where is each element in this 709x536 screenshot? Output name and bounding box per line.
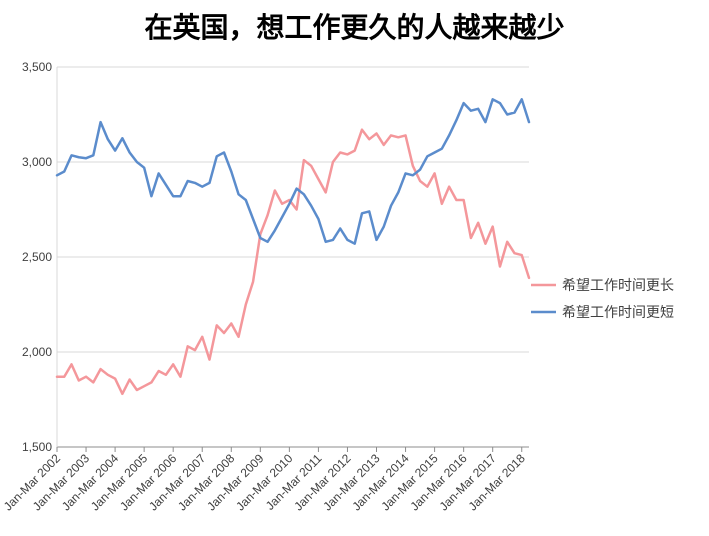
y-axis-labels: 1,500 2,000 2,500 3,000 3,500 [22,60,52,454]
gridlines [57,66,529,353]
y-tick-label: 2,500 [22,250,52,264]
y-tick-label: 3,500 [22,60,52,74]
y-tick-label: 1,500 [22,440,52,454]
series-line-1 [55,128,531,396]
legend-label-1: 希望工作时间更长 [562,278,674,294]
y-tick-label: 2,000 [22,345,52,359]
y-tick-label: 3,000 [22,155,52,169]
chart-title: 在英国，想工作更久的人越来越少 [144,11,565,44]
series-line-2 [55,98,531,245]
x-axis-ticks [56,447,523,452]
legend-label-2: 希望工作时间更短 [562,305,674,321]
series-lines [55,98,531,396]
